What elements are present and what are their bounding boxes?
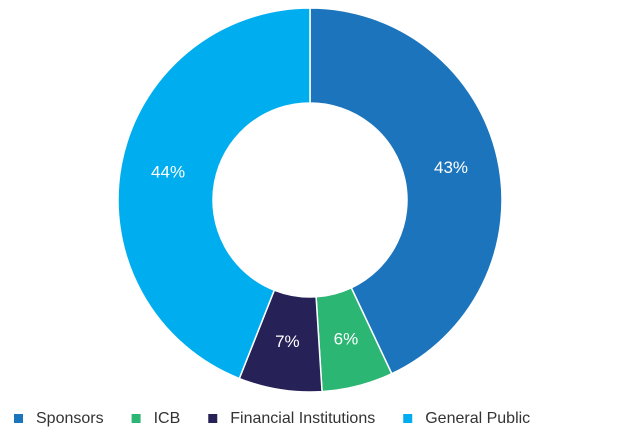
legend-swatch	[14, 414, 23, 423]
legend-label: ICB	[154, 410, 181, 427]
legend-label: Financial Institutions	[230, 410, 375, 427]
legend-swatch	[403, 414, 413, 423]
data-label: 7%	[275, 332, 300, 351]
legend-swatch	[131, 414, 141, 423]
donut-segment	[117, 7, 311, 380]
donut-segment	[309, 7, 503, 375]
legend-swatch	[208, 414, 218, 423]
data-label: 44%	[151, 162, 185, 181]
data-label: 43%	[434, 158, 468, 177]
legend-label: Sponsors	[36, 410, 104, 427]
legend-label: General Public	[425, 410, 530, 427]
data-label: 6%	[334, 329, 359, 348]
